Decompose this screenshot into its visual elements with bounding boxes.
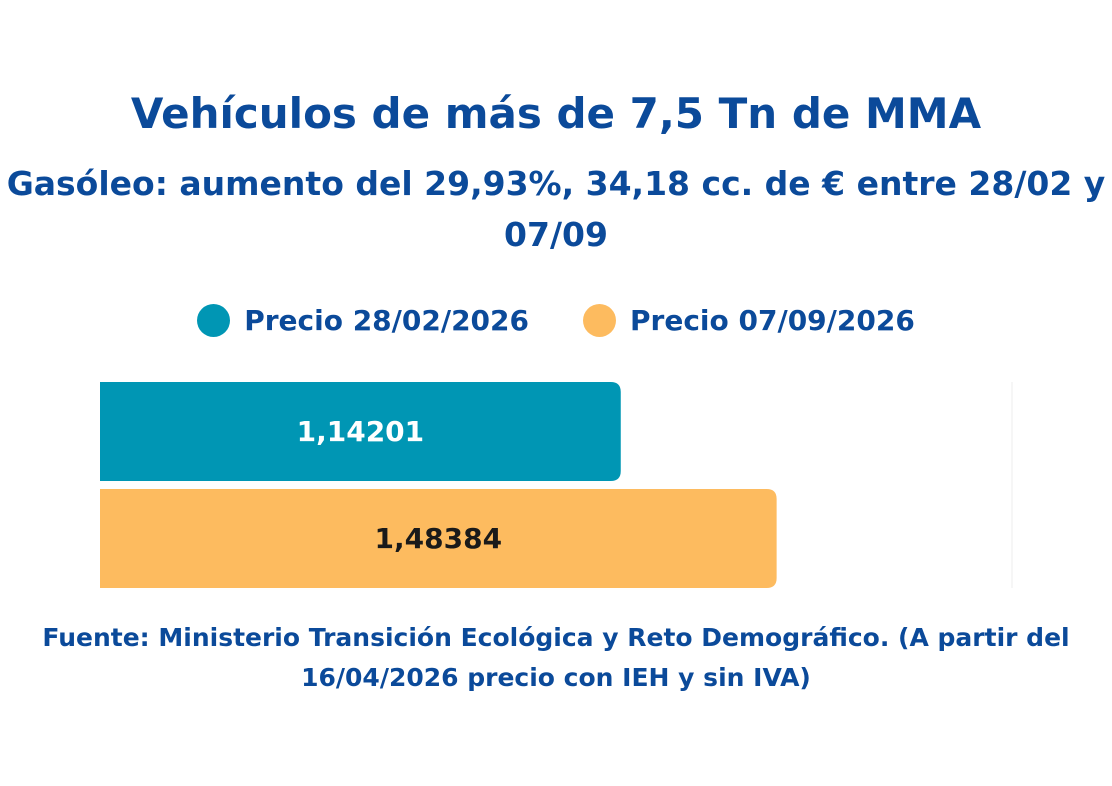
legend: Precio 28/02/2026 Precio 07/09/2026 (0, 304, 1112, 337)
bar-series-2 (100, 489, 777, 588)
chart-title: Vehículos de más de 7,5 Tn de MMA (130, 89, 982, 138)
legend-label-series-2: Precio 07/09/2026 (630, 304, 915, 337)
legend-item-series-2: Precio 07/09/2026 (583, 304, 915, 337)
legend-marker-series-2 (583, 304, 616, 337)
chart-subtitle: Gasóleo: aumento del 29,93%, 34,18 cc. d… (6, 164, 1106, 254)
source-note: Fuente: Ministerio Transición Ecológica … (42, 623, 1070, 692)
bar-value-label-series-2: 1,48384 (375, 522, 503, 555)
legend-marker-series-1 (197, 304, 231, 337)
bar-chart: 1,14201 1,48384 (100, 382, 1013, 588)
bar-value-label-series-1: 1,14201 (297, 415, 425, 448)
bar-series-1 (100, 382, 621, 481)
legend-label-series-1: Precio 28/02/2026 (244, 304, 529, 337)
legend-item-series-1: Precio 28/02/2026 (197, 304, 529, 337)
